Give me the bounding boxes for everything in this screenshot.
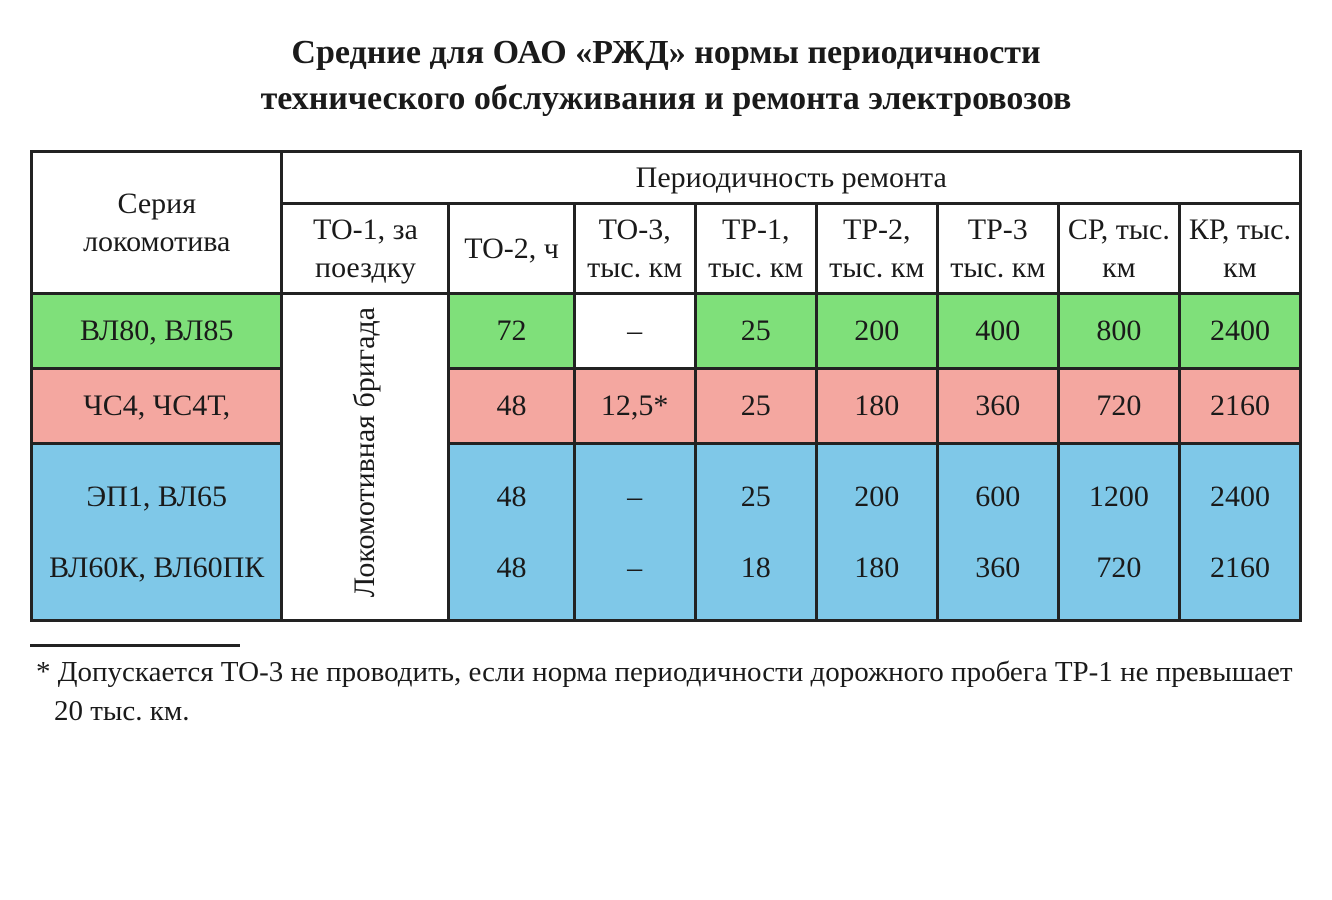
- cell-sr: 1200 720: [1058, 444, 1179, 621]
- to1-vertical-label: Локомотивная бригада: [347, 301, 383, 603]
- cell-kr: 2400 2160: [1179, 444, 1300, 621]
- series-sub-a: ЭП1, ВЛ65: [41, 478, 272, 516]
- col-header-sr: СР, тыс. км: [1058, 204, 1179, 294]
- maintenance-table: Серия локомотива Периодичность ремонта Т…: [30, 150, 1302, 622]
- col-header-group: Периодичность ремонта: [282, 151, 1301, 204]
- cell-to3: –: [574, 294, 695, 369]
- cell-tr1: 25 18: [695, 444, 816, 621]
- table-row: ЧС4, ЧС4Т, 48 12,5* 25 180 360 720 2160: [32, 369, 1301, 444]
- col-header-tr1: ТР-1, тыс. км: [695, 204, 816, 294]
- title-line-1: Средние для ОАО «РЖД» нормы периодичност…: [291, 34, 1040, 71]
- cell-tr1: 25: [695, 294, 816, 369]
- cell-to3: 12,5*: [574, 369, 695, 444]
- col-header-to3: ТО-3, тыс. км: [574, 204, 695, 294]
- cell-tr3: 400: [937, 294, 1058, 369]
- col-header-tr3: ТР-3 тыс. км: [937, 204, 1058, 294]
- col-header-series: Серия локомотива: [32, 151, 282, 294]
- cell-tr2: 200 180: [816, 444, 937, 621]
- cell-to1-brigade: Локомотивная бригада: [282, 294, 449, 621]
- cell-tr2: 200: [816, 294, 937, 369]
- cell-tr1: 25: [695, 369, 816, 444]
- cell-series: ЧС4, ЧС4Т,: [32, 369, 282, 444]
- table-row: ВЛ80, ВЛ85 Локомотивная бригада 72 – 25 …: [32, 294, 1301, 369]
- cell-tr3: 360: [937, 369, 1058, 444]
- cell-kr: 2400: [1179, 294, 1300, 369]
- cell-to2: 72: [449, 294, 574, 369]
- cell-to3: – –: [574, 444, 695, 621]
- page: Средние для ОАО «РЖД» нормы периодичност…: [0, 0, 1332, 731]
- col-header-tr2: ТР-2, тыс. км: [816, 204, 937, 294]
- col-header-kr: КР, тыс. км: [1179, 204, 1300, 294]
- cell-tr2: 180: [816, 369, 937, 444]
- page-title: Средние для ОАО «РЖД» нормы периодичност…: [116, 30, 1216, 122]
- cell-to2: 48: [449, 369, 574, 444]
- footnote-rule: [30, 644, 240, 647]
- cell-sr: 800: [1058, 294, 1179, 369]
- cell-series: ВЛ80, ВЛ85: [32, 294, 282, 369]
- cell-to2: 48 48: [449, 444, 574, 621]
- cell-kr: 2160: [1179, 369, 1300, 444]
- cell-series: ЭП1, ВЛ65 ВЛ60К, ВЛ60ПК: [32, 444, 282, 621]
- cell-tr3: 600 360: [937, 444, 1058, 621]
- series-sub-b: ВЛ60К, ВЛ60ПК: [41, 549, 272, 587]
- title-line-2: технического обслуживания и ремонта элек…: [261, 80, 1072, 117]
- footnote: * Допускается ТО-3 не проводить, если но…: [30, 653, 1302, 731]
- table-row: ЭП1, ВЛ65 ВЛ60К, ВЛ60ПК 48 48 – – 25 18 …: [32, 444, 1301, 621]
- col-header-to1: ТО-1, за поездку: [282, 204, 449, 294]
- col-header-to2: ТО-2, ч: [449, 204, 574, 294]
- cell-sr: 720: [1058, 369, 1179, 444]
